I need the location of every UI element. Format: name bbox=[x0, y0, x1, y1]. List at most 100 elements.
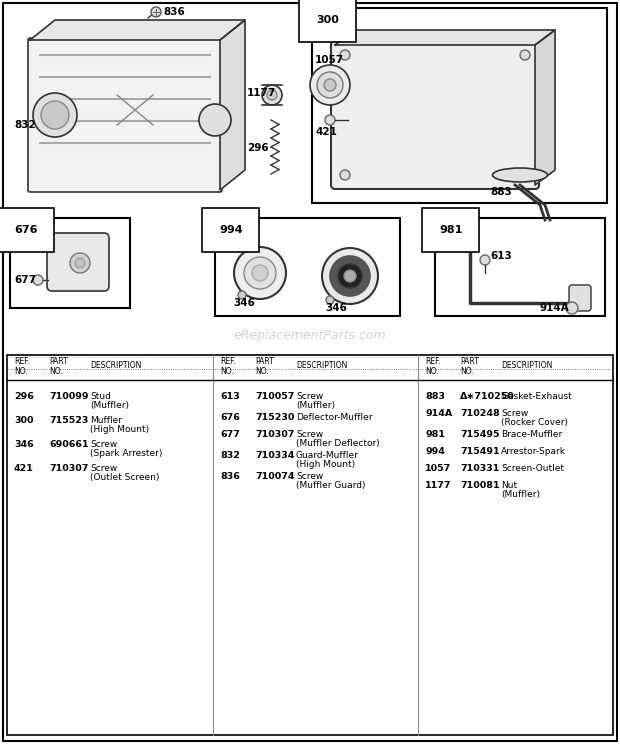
Circle shape bbox=[252, 265, 268, 281]
Text: (Rocker Cover): (Rocker Cover) bbox=[501, 418, 568, 427]
Text: Screw: Screw bbox=[296, 430, 323, 439]
Text: REF.: REF. bbox=[425, 358, 441, 367]
Text: DESCRIPTION: DESCRIPTION bbox=[501, 362, 552, 371]
Circle shape bbox=[330, 256, 370, 296]
Text: Screw: Screw bbox=[90, 464, 117, 473]
Text: 710074: 710074 bbox=[255, 472, 294, 481]
Text: 613: 613 bbox=[490, 251, 511, 261]
Circle shape bbox=[244, 257, 276, 289]
Text: 1057: 1057 bbox=[425, 464, 451, 473]
Circle shape bbox=[151, 7, 161, 17]
Text: 1177: 1177 bbox=[247, 88, 277, 98]
Text: 296: 296 bbox=[14, 392, 34, 401]
Text: Deflector-Muffler: Deflector-Muffler bbox=[296, 413, 373, 422]
Circle shape bbox=[317, 72, 343, 98]
Polygon shape bbox=[335, 30, 555, 45]
Text: 676: 676 bbox=[14, 225, 37, 235]
Text: 715495: 715495 bbox=[460, 430, 500, 439]
Text: NO.: NO. bbox=[49, 367, 63, 376]
Text: Screw: Screw bbox=[501, 409, 528, 418]
Circle shape bbox=[262, 85, 282, 105]
Text: Screw: Screw bbox=[90, 440, 117, 449]
Text: 710331: 710331 bbox=[460, 464, 499, 473]
Text: 710081: 710081 bbox=[460, 481, 500, 490]
Text: PART: PART bbox=[460, 358, 479, 367]
Circle shape bbox=[75, 258, 85, 268]
Text: 677: 677 bbox=[14, 275, 36, 285]
Text: Muffler: Muffler bbox=[90, 416, 122, 425]
Text: 981: 981 bbox=[425, 430, 445, 439]
Text: Gasket-Exhaust: Gasket-Exhaust bbox=[501, 392, 572, 401]
Circle shape bbox=[340, 170, 350, 180]
Text: 994: 994 bbox=[425, 447, 445, 456]
Text: 836: 836 bbox=[163, 7, 185, 17]
Circle shape bbox=[340, 50, 350, 60]
Text: 710307: 710307 bbox=[255, 430, 294, 439]
Circle shape bbox=[310, 65, 350, 105]
Text: PART: PART bbox=[255, 358, 274, 367]
Bar bbox=[7, 355, 613, 735]
Text: 346: 346 bbox=[233, 298, 255, 308]
Text: (Outlet Screen): (Outlet Screen) bbox=[90, 473, 159, 482]
Text: (Spark Arrester): (Spark Arrester) bbox=[90, 449, 162, 458]
Text: Brace-Muffler: Brace-Muffler bbox=[501, 430, 562, 439]
Polygon shape bbox=[535, 30, 555, 185]
Text: REF.: REF. bbox=[14, 358, 30, 367]
Text: 710334: 710334 bbox=[255, 451, 294, 460]
Polygon shape bbox=[220, 20, 245, 190]
Text: 690661: 690661 bbox=[49, 440, 89, 449]
Text: 715523: 715523 bbox=[49, 416, 89, 425]
Text: 715230: 715230 bbox=[255, 413, 294, 422]
Text: 710099: 710099 bbox=[49, 392, 89, 401]
Circle shape bbox=[338, 264, 362, 288]
Text: 883: 883 bbox=[490, 187, 511, 197]
Circle shape bbox=[520, 170, 530, 180]
Text: NO.: NO. bbox=[255, 367, 268, 376]
Text: (Muffler): (Muffler) bbox=[296, 401, 335, 410]
Text: (Muffler Deflector): (Muffler Deflector) bbox=[296, 439, 379, 448]
Text: 677: 677 bbox=[220, 430, 240, 439]
Text: NO.: NO. bbox=[220, 367, 234, 376]
Circle shape bbox=[33, 275, 43, 285]
Text: Δ∗710250: Δ∗710250 bbox=[460, 392, 515, 401]
Text: 346: 346 bbox=[14, 440, 33, 449]
Text: 346: 346 bbox=[325, 303, 347, 313]
Text: 710307: 710307 bbox=[49, 464, 89, 473]
Text: 300: 300 bbox=[316, 15, 339, 25]
Polygon shape bbox=[30, 20, 245, 40]
Circle shape bbox=[33, 93, 77, 137]
Circle shape bbox=[520, 50, 530, 60]
Text: NO.: NO. bbox=[14, 367, 28, 376]
Ellipse shape bbox=[492, 168, 547, 182]
Circle shape bbox=[234, 247, 286, 299]
FancyBboxPatch shape bbox=[569, 285, 591, 311]
Text: DESCRIPTION: DESCRIPTION bbox=[90, 362, 141, 371]
Text: Screw: Screw bbox=[296, 392, 323, 401]
Circle shape bbox=[324, 79, 336, 91]
Text: Screw: Screw bbox=[296, 472, 323, 481]
Text: PART: PART bbox=[49, 358, 68, 367]
Text: Nut: Nut bbox=[501, 481, 517, 490]
Text: (Muffler Guard): (Muffler Guard) bbox=[296, 481, 366, 490]
Circle shape bbox=[41, 101, 69, 129]
Bar bbox=[312, 8, 607, 203]
FancyBboxPatch shape bbox=[331, 41, 539, 189]
Text: eReplacementParts.com: eReplacementParts.com bbox=[234, 329, 386, 341]
Text: 715491: 715491 bbox=[460, 447, 500, 456]
Circle shape bbox=[322, 248, 378, 304]
Text: (Muffler): (Muffler) bbox=[90, 401, 129, 410]
Circle shape bbox=[344, 270, 356, 282]
Text: REF.: REF. bbox=[220, 358, 236, 367]
Text: 613: 613 bbox=[220, 392, 240, 401]
FancyBboxPatch shape bbox=[28, 38, 222, 192]
Text: Guard-Muffler: Guard-Muffler bbox=[296, 451, 359, 460]
Text: 981: 981 bbox=[439, 225, 463, 235]
Text: 300: 300 bbox=[14, 416, 33, 425]
Text: (High Mount): (High Mount) bbox=[90, 425, 149, 434]
Text: (High Mount): (High Mount) bbox=[296, 460, 355, 469]
FancyBboxPatch shape bbox=[47, 233, 109, 291]
Text: 832: 832 bbox=[220, 451, 240, 460]
Bar bbox=[215, 218, 400, 316]
Text: 710057: 710057 bbox=[255, 392, 294, 401]
Text: 296: 296 bbox=[247, 143, 268, 153]
